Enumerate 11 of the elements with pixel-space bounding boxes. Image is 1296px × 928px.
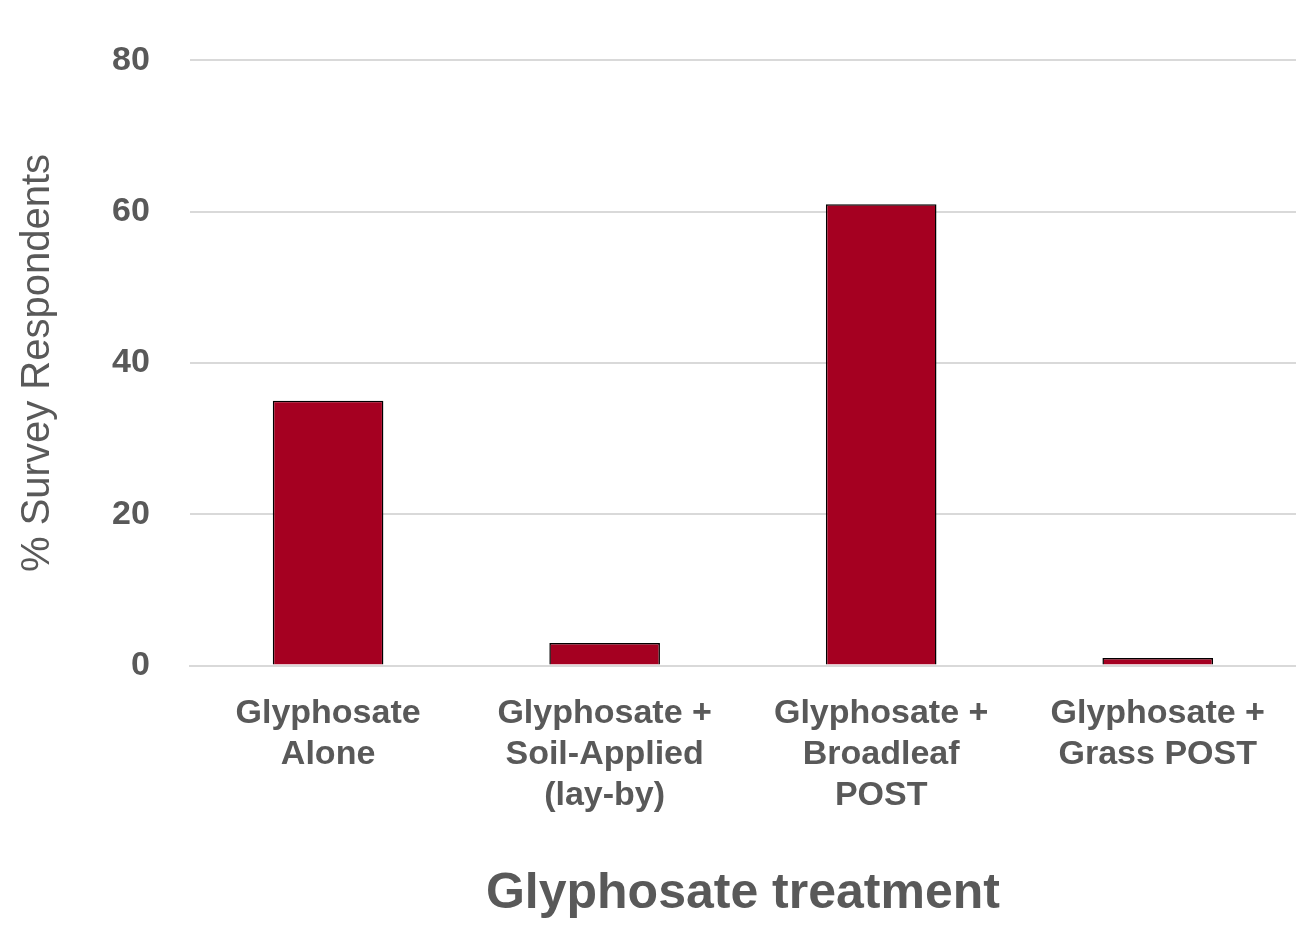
y-axis-title: % Survey Respondents [13,153,58,573]
x-tick-label: Glyphosate + Soil-Applied (lay-by) [497,692,712,812]
x-tick-label: Glyphosate + Grass POST [1050,692,1265,772]
y-tick-label: 80 [111,38,150,77]
y-tick-label: 20 [111,492,150,531]
y-tick-label: 40 [111,341,150,380]
x-axis-title: Glyphosate treatment [485,862,1001,919]
y-tick-label: 0 [130,643,150,682]
x-tick-label: Glyphosate + Broadleaf POST [773,692,989,812]
x-tick-label: Glyphosate Alone [235,692,421,772]
y-tick-label: 60 [111,190,150,229]
